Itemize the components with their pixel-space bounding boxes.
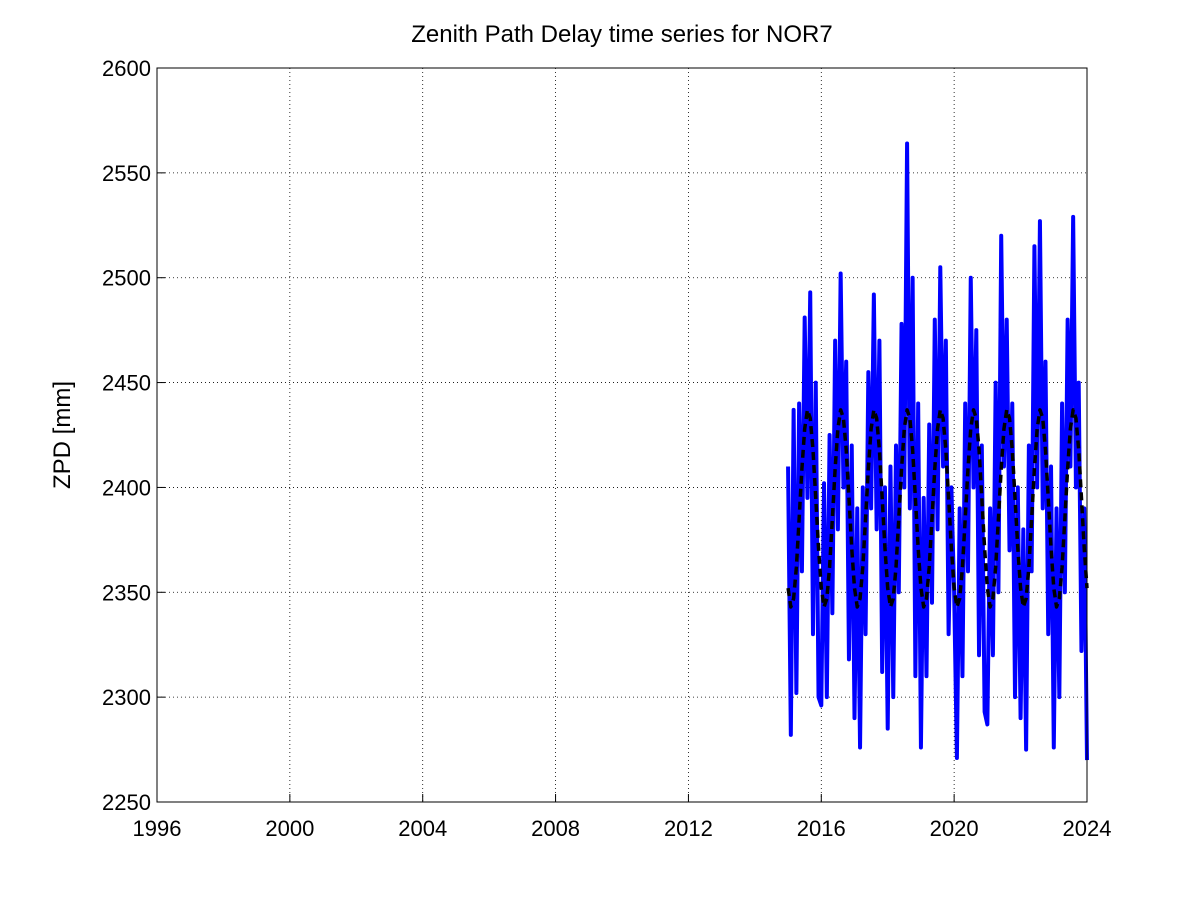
x-tick-label: 2020: [930, 816, 979, 841]
y-tick-label: 2250: [102, 790, 151, 815]
x-tick-label: 2012: [664, 816, 713, 841]
y-tick-label: 2600: [102, 56, 151, 81]
y-tick-label: 2450: [102, 371, 151, 396]
y-tick-label: 2350: [102, 580, 151, 605]
y-tick-label: 2300: [102, 685, 151, 710]
x-tick-label: 2004: [398, 816, 447, 841]
x-tick-label: 2016: [797, 816, 846, 841]
x-tick-label: 2024: [1063, 816, 1112, 841]
x-tick-label: 2008: [531, 816, 580, 841]
chart-title: Zenith Path Delay time series for NOR7: [411, 21, 833, 48]
series-line: [786, 408, 1089, 609]
x-tick-label: 1996: [133, 816, 182, 841]
x-tick-label: 2000: [265, 816, 314, 841]
series-line: [786, 141, 1089, 761]
axes-box: [156, 67, 1088, 803]
plot-area: [786, 141, 1089, 761]
y-tick-label: 2550: [102, 161, 151, 186]
y-tick-label: 2500: [102, 266, 151, 291]
y-tick-label: 2400: [102, 475, 151, 500]
y-axis-label: ZPD [mm]: [49, 381, 76, 489]
